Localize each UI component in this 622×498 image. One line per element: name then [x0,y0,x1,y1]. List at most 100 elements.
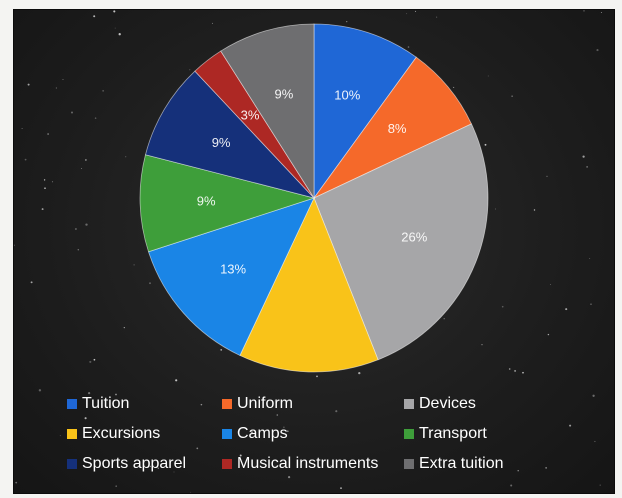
legend-swatch [404,429,414,439]
star-speck [481,344,483,346]
star-speck [508,368,511,370]
star-speck [283,426,285,429]
legend-item-devices: Devices [404,395,476,413]
star-speck [77,249,80,251]
star-speck [569,424,572,427]
star-speck [156,436,158,438]
star-speck [55,87,57,89]
star-speck [582,155,585,158]
star-speck [550,284,551,285]
star-speck [15,481,18,484]
data-label-tuition: 10% [334,87,360,102]
star-speck [517,469,519,472]
legend-swatch [404,459,414,469]
star-speck [190,491,192,493]
star-speck [487,75,489,77]
legend-label: Musical instruments [237,455,379,472]
star-speck [47,133,49,135]
star-speck [41,208,44,211]
chart-legend: Tuition Uniform Devices Excursions Camps Tran… [67,395,607,485]
star-speck [62,78,64,81]
star-speck [453,86,455,88]
star-speck [27,83,30,86]
star-speck [21,128,23,129]
star-speck [149,465,152,468]
star-speck [596,49,599,52]
chart-panel: 10% 8% 26% 13% 9% 9% 3% 9% Tuition Uniform Device… [13,9,615,494]
star-speck [30,281,33,284]
legend-item-camps: Camps [222,425,288,443]
legend-swatch [67,459,77,469]
star-speck [81,168,83,169]
star-speck [84,417,87,420]
legend-label: Transport [419,425,487,442]
data-label-uniform: 8% [388,121,407,136]
pie-slice-transport [139,154,316,253]
data-label-extra-tuition: 9% [275,86,294,101]
star-speck [340,487,342,490]
star-speck [114,27,116,29]
legend-item-tuition: Tuition [67,395,129,413]
legend-label: Devices [419,395,476,412]
pie-slice-tuition [313,23,417,200]
star-speck [514,369,517,372]
star-speck [175,379,178,382]
legend-label: Tuition [82,395,130,412]
legend-swatch [67,429,77,439]
star-speck [436,16,438,18]
star-speck [592,394,595,397]
star-speck [589,258,591,259]
star-speck [196,447,199,450]
legend-label: Sports apparel [82,455,187,472]
star-speck [149,282,151,285]
data-label-devices: 26% [401,230,427,245]
data-label-sports-apparel: 9% [212,135,231,150]
star-speck [583,10,585,12]
star-speck [87,391,91,395]
pie-slice-camps [148,197,315,356]
star-speck [38,389,42,392]
legend-swatch [404,399,414,409]
star-speck [70,111,74,114]
star-speck [115,393,117,396]
pie-chart: 10% 8% 26% 13% 9% 9% 3% 9% [139,23,489,373]
star-speck [94,117,97,119]
star-speck [220,349,223,351]
star-speck [545,467,547,469]
legend-label: Excursions [82,425,161,442]
star-speck [414,10,417,12]
legend-swatch [222,459,232,469]
star-speck [443,318,445,320]
legend-item-excursions: Excursions [67,425,160,443]
legend-item-uniform: Uniform [222,395,293,413]
star-speck [287,475,291,479]
legend-label: Uniform [237,395,294,412]
star-speck [286,430,289,433]
star-speck [495,208,497,210]
star-speck [200,403,203,406]
star-speck [93,358,96,361]
data-label-transport: 9% [197,193,216,208]
star-speck [330,465,332,466]
star-speck [510,484,513,487]
legend-swatch [222,429,232,439]
star-speck [189,69,191,71]
star-speck [51,181,54,183]
legend-label: Extra tuition [419,455,504,472]
star-speck [133,264,135,266]
star-speck [533,209,536,211]
star-speck [484,143,487,146]
legend-item-musical-instruments: Musical instruments [222,455,378,473]
star-speck [113,10,116,13]
star-speck [276,414,279,416]
star-speck [85,223,88,226]
star-speck [102,90,104,92]
pie-slice-sports-apparel [144,70,316,199]
star-speck [74,227,77,231]
star-speck [115,485,117,487]
star-speck [43,179,46,181]
star-speck [358,371,361,375]
star-speck [441,430,443,432]
pie-slice-extra-tuition [220,23,315,200]
